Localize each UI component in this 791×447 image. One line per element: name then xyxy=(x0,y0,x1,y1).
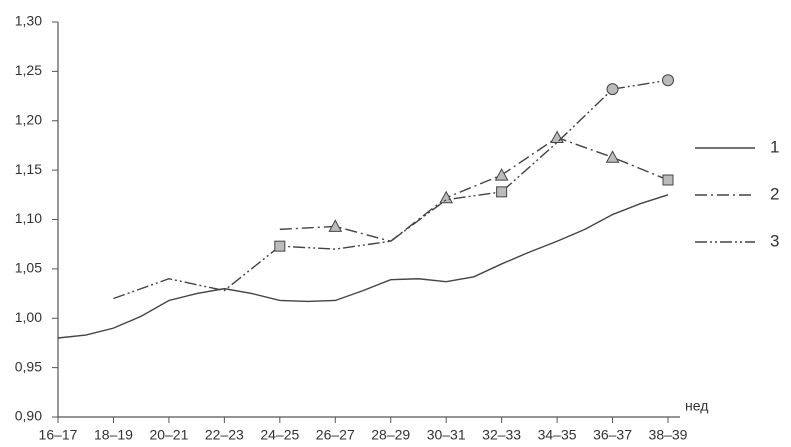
marker-triangle xyxy=(550,130,564,144)
series-line xyxy=(279,136,669,242)
x-tick-label: 30–31 xyxy=(427,427,466,443)
y-tick-label: 1,15 xyxy=(15,161,42,177)
x-tick-label: 38–39 xyxy=(649,427,688,443)
series-line xyxy=(113,79,669,300)
y-tick-label: 1,05 xyxy=(15,260,42,276)
marker-square xyxy=(274,240,286,252)
x-tick-label: 20–21 xyxy=(149,427,188,443)
marker-circle xyxy=(606,83,619,96)
x-tick-label: 28–29 xyxy=(371,427,410,443)
marker-square xyxy=(496,186,508,198)
y-tick-label: 1,30 xyxy=(15,13,42,29)
x-tick-label: 32–33 xyxy=(482,427,521,443)
series-line xyxy=(57,194,669,339)
x-tick-label: 36–37 xyxy=(593,427,632,443)
legend-label: 2 xyxy=(770,184,779,203)
y-tick-label: 0,95 xyxy=(15,358,42,374)
x-axis-label: нед xyxy=(685,398,708,414)
y-tick-label: 1,10 xyxy=(15,210,42,226)
x-tick-label: 22–23 xyxy=(205,427,244,443)
x-tick-label: 18–19 xyxy=(94,427,133,443)
marker-triangle xyxy=(328,219,343,232)
y-tick-label: 0,90 xyxy=(15,408,42,424)
marker-square xyxy=(662,174,674,186)
y-tick-label: 1,20 xyxy=(15,111,42,127)
marker-triangle xyxy=(605,150,620,163)
y-tick-label: 1,00 xyxy=(15,309,42,325)
x-tick-label: 16–17 xyxy=(39,427,78,443)
y-tick-label: 1,25 xyxy=(15,62,42,78)
marker-circle xyxy=(662,74,674,87)
marker-triangle xyxy=(439,190,454,204)
x-tick-label: 24–25 xyxy=(260,427,299,443)
legend-label: 1 xyxy=(770,137,779,156)
marker-triangle xyxy=(494,168,509,181)
legend-label: 3 xyxy=(770,231,779,250)
x-tick-label: 26–27 xyxy=(316,427,355,443)
x-tick-label: 34–35 xyxy=(538,427,577,443)
